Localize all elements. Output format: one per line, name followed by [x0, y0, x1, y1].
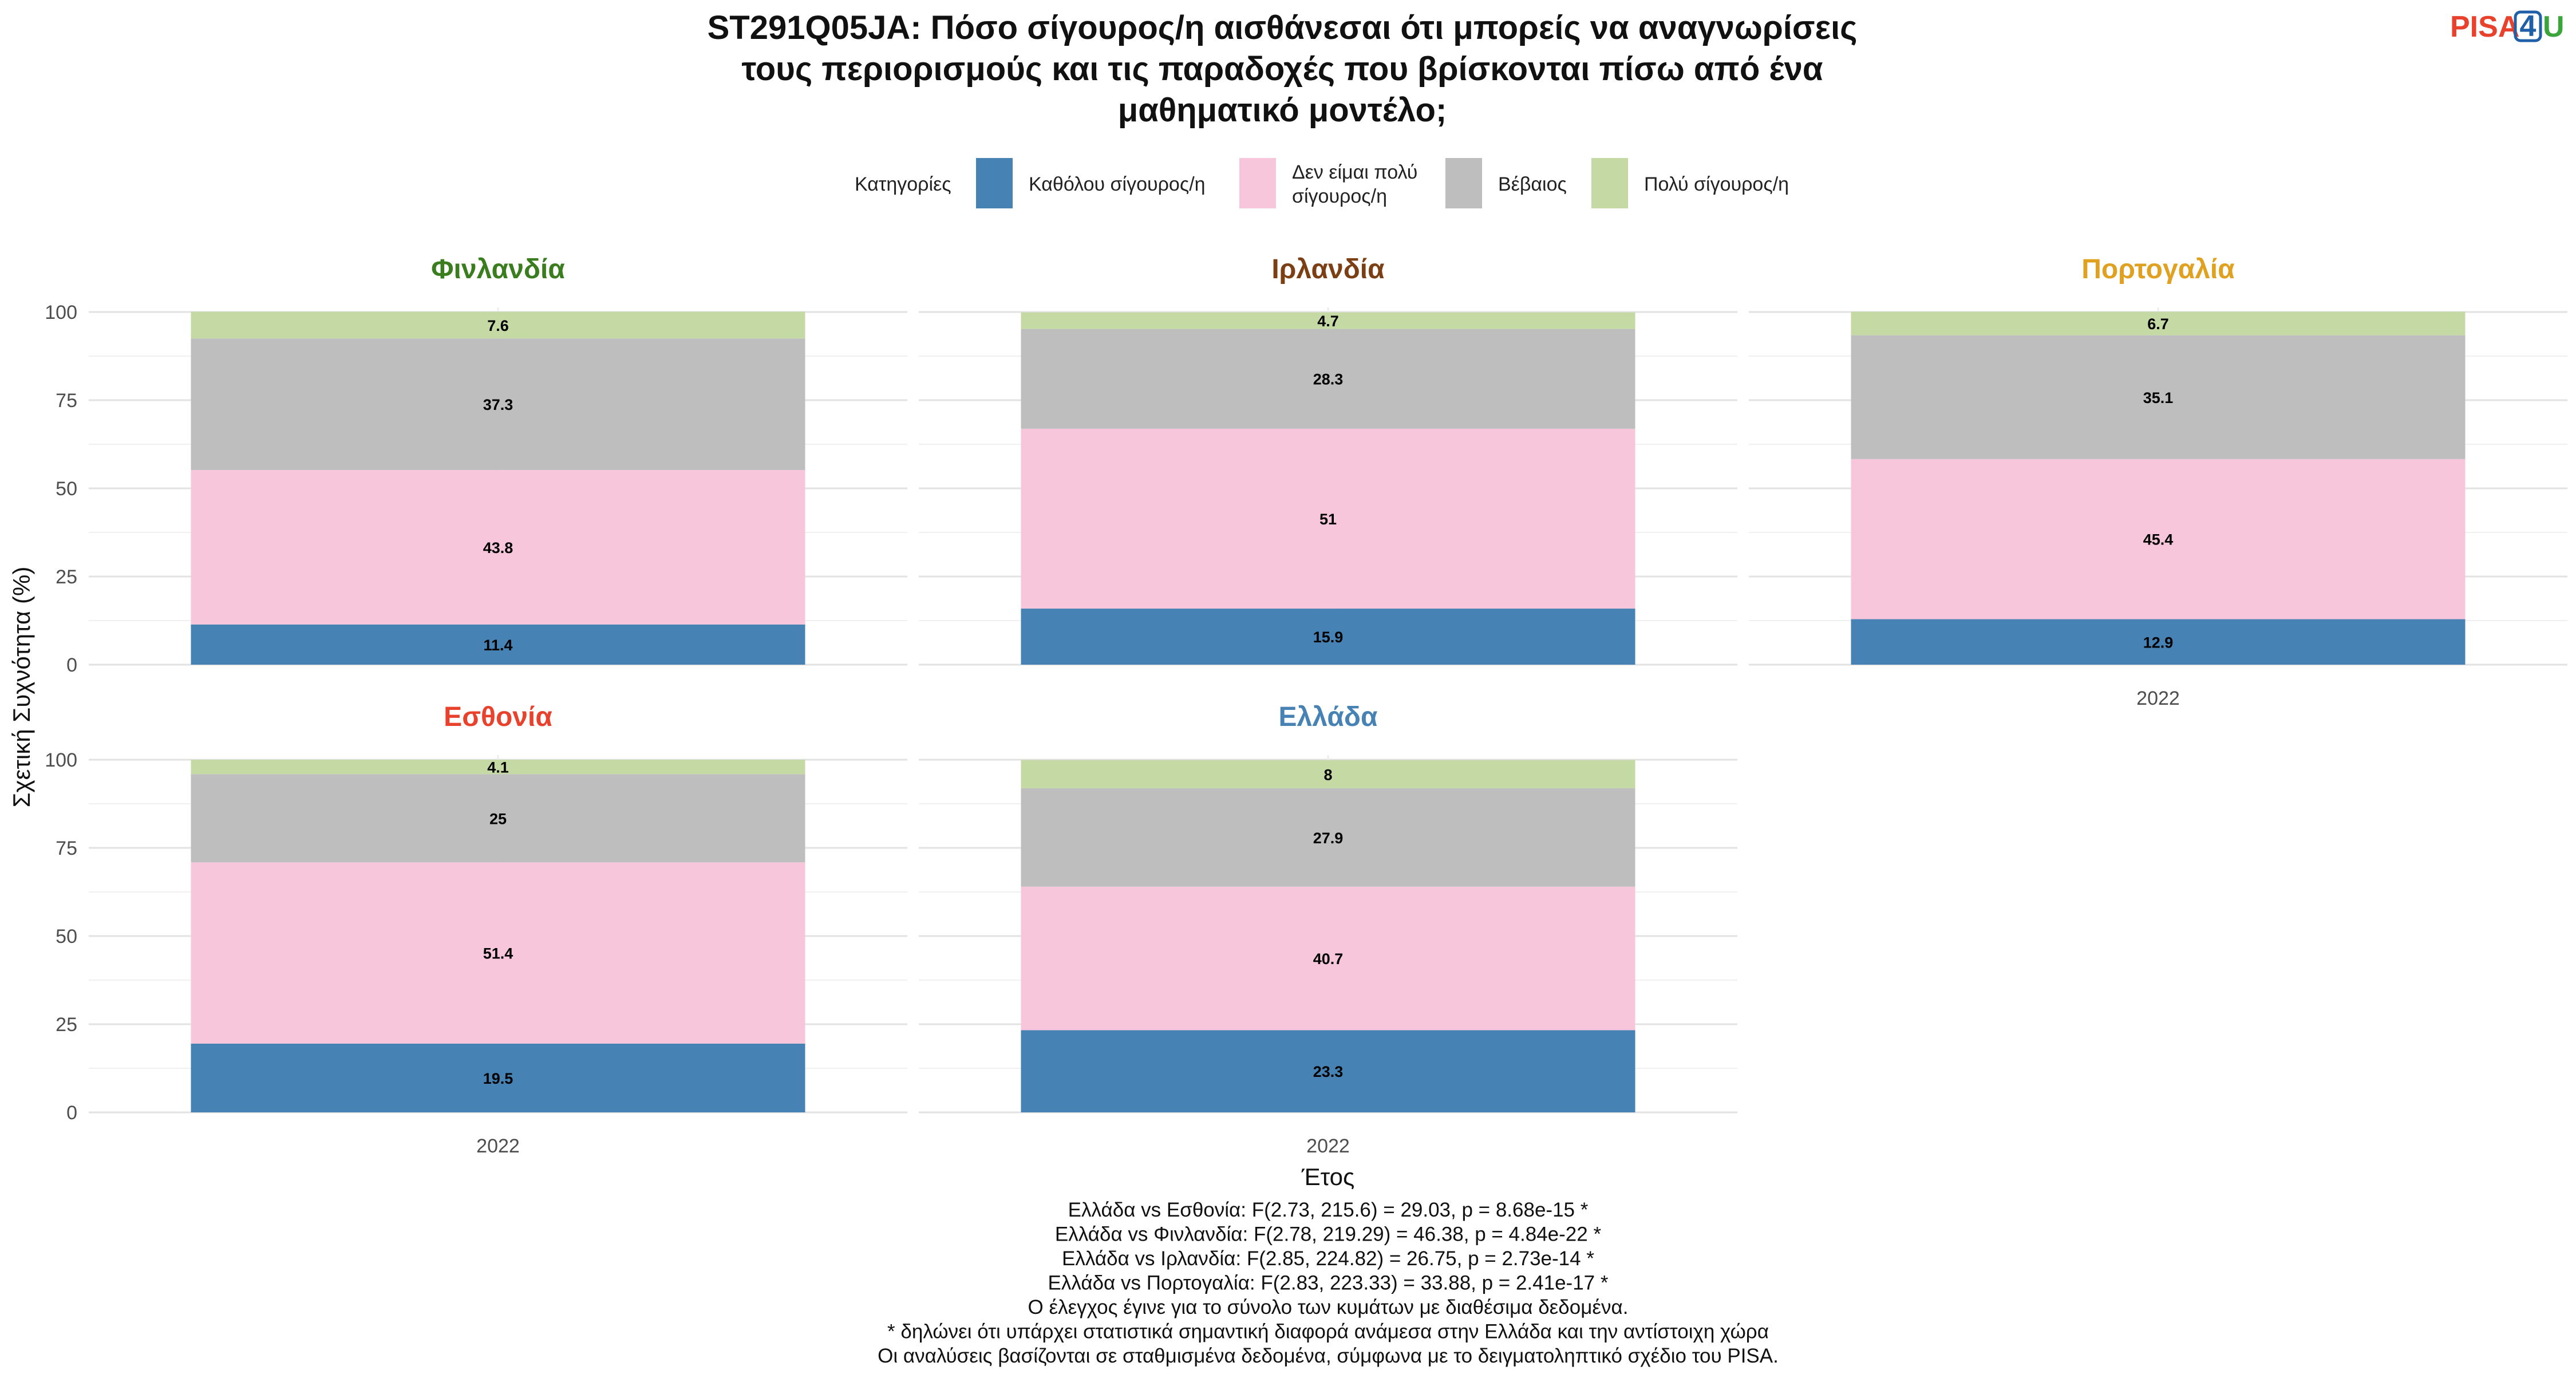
caption-line-2: Ελλάδα vs Φινλανδία: F(2.78, 219.29) = 4…: [1055, 1223, 1602, 1246]
legend-label: Καθόλου σίγουρος/η: [1029, 173, 1206, 195]
pisa4u-logo: PISA 4 U: [2450, 10, 2565, 44]
panel-3: Πορτογαλία 12.9 45.4 35.1 6.7 2022: [1749, 254, 2567, 709]
data-label: 12.9: [2143, 634, 2174, 651]
chart-title-line-2: τους περιορισμούς και τις παραδοχές που …: [741, 50, 1823, 88]
y-tick-label: 0: [66, 654, 77, 676]
bar-segment: [191, 624, 805, 665]
data-label: 51.4: [483, 945, 513, 962]
bar-segment: [1021, 312, 1635, 329]
legend-label: Πολύ σίγουρος/η: [1644, 173, 1789, 195]
panel-2: Ιρλανδία 15.9 51 28.3 4.7: [919, 254, 1737, 666]
panel-1: Φινλανδία 11.4 43.8 37.3 7.6 0 25 50 75 100: [45, 254, 907, 676]
bar-segment: [191, 311, 805, 339]
legend-label: σίγουρος/η: [1292, 185, 1387, 207]
legend-item-1: Καθόλου σίγουρος/η: [976, 158, 1206, 208]
logo-part-4: 4: [2520, 10, 2537, 43]
bar-segment: [191, 338, 805, 470]
caption-line-4: Ελλάδα vs Πορτογαλία: F(2.83, 223.33) = …: [1048, 1272, 1609, 1294]
facet-panels: Φινλανδία 11.4 43.8 37.3 7.6 0 25 50 75 100 Ιρλανδ…: [45, 254, 2567, 1157]
panel-title: Πορτογαλία: [2081, 254, 2235, 285]
y-tick-label: 50: [56, 926, 77, 947]
chart-title: ST291Q05JA: Πόσο σίγουρος/η αισθάνεσαι ό…: [708, 9, 1858, 129]
y-tick-label: 25: [56, 566, 77, 588]
chart-title-line-3: μαθηματικό μοντέλο;: [1118, 92, 1447, 129]
bar-segment: [1021, 1030, 1635, 1112]
x-tick-label: 2022: [2136, 688, 2180, 709]
bar-segment: [1851, 311, 2466, 335]
legend-label: Βέβαιος: [1498, 173, 1567, 195]
bar-segment: [191, 1043, 805, 1112]
x-tick-label: 2022: [476, 1135, 520, 1157]
bar-segment: [191, 774, 805, 863]
caption-line-3: Ελλάδα vs Ιρλανδία: F(2.85, 224.82) = 26…: [1062, 1247, 1594, 1270]
caption: Ελλάδα vs Εσθονία: F(2.73, 215.6) = 29.0…: [878, 1199, 1779, 1367]
data-label: 27.9: [1313, 830, 1344, 847]
data-label: 45.4: [2143, 531, 2174, 548]
data-label: 15.9: [1313, 629, 1344, 646]
logo-part-u: U: [2543, 10, 2565, 44]
data-label: 40.7: [1313, 950, 1344, 968]
legend-label: Δεν είμαι πολύ: [1292, 161, 1417, 183]
data-label: 6.7: [2147, 315, 2169, 333]
bar-segment: [191, 469, 805, 625]
data-label: 11.4: [483, 637, 512, 654]
bar-segment: [1021, 760, 1635, 788]
legend: Κατηγορίες Καθόλου σίγουρος/η Δεν είμαι π…: [855, 158, 1789, 208]
legend-swatch: [976, 158, 1013, 208]
x-tick-label: 2022: [1306, 1135, 1350, 1157]
panel-title: Ελλάδα: [1279, 702, 1378, 732]
legend-item-3: Βέβαιος: [1445, 158, 1567, 208]
caption-line-1: Ελλάδα vs Εσθονία: F(2.73, 215.6) = 29.0…: [1068, 1199, 1589, 1221]
data-label: 23.3: [1313, 1063, 1344, 1080]
bar-segment: [191, 760, 805, 775]
bar-segment: [1021, 609, 1635, 665]
logo-part-pisa: PISA: [2450, 10, 2519, 44]
panel-title: Φινλανδία: [431, 254, 565, 285]
bar-segment: [1851, 619, 2466, 665]
x-axis-title: Έτος: [1301, 1163, 1355, 1190]
data-label: 8: [1323, 766, 1332, 783]
caption-line-6: * δηλώνει ότι υπάρχει στατιστικά σημαντι…: [887, 1321, 1769, 1343]
bar-segment: [1021, 886, 1635, 1030]
panel-5: Ελλάδα 23.3 40.7 27.9 8 2022: [919, 702, 1737, 1157]
legend-swatch: [1445, 158, 1482, 208]
data-label: 4.7: [1317, 313, 1339, 330]
legend-swatch: [1591, 158, 1628, 208]
data-label: 7.6: [487, 317, 509, 334]
y-tick-label: 0: [66, 1102, 77, 1124]
y-tick-label: 75: [56, 838, 77, 859]
panel-4: Εσθονία 19.5 51.4 25 4.1 0 25 50 75 100 2022: [45, 702, 907, 1157]
chart-title-line-1: ST291Q05JA: Πόσο σίγουρος/η αισθάνεσαι ό…: [708, 9, 1858, 46]
data-label: 25: [489, 810, 507, 827]
data-label: 4.1: [487, 759, 509, 776]
panel-title: Ιρλανδία: [1271, 254, 1385, 285]
data-label: 35.1: [2143, 389, 2174, 406]
y-tick-label: 25: [56, 1014, 77, 1036]
bar-segment: [1851, 459, 2466, 619]
logo-badge: [2514, 10, 2542, 42]
y-tick-label: 75: [56, 390, 77, 412]
y-axis-title: Σχετική Συχνότητα (%): [8, 567, 35, 808]
bar-segment: [1021, 428, 1635, 609]
data-label: 37.3: [483, 396, 513, 413]
legend-item-4: Πολύ σίγουρος/η: [1591, 158, 1789, 208]
data-label: 51: [1319, 511, 1337, 528]
panel-title: Εσθονία: [444, 702, 552, 732]
legend-swatch: [1239, 158, 1276, 208]
data-label: 43.8: [483, 539, 513, 556]
caption-line-5: Ο έλεγχος έγινε για το σύνολο των κυμάτω…: [1028, 1296, 1629, 1318]
y-tick-label: 100: [45, 749, 77, 771]
caption-line-7: Οι αναλύσεις βασίζονται σε σταθμισμένα δ…: [878, 1345, 1779, 1367]
legend-title: Κατηγορίες: [855, 173, 951, 195]
y-tick-label: 100: [45, 302, 77, 323]
data-label: 28.3: [1313, 371, 1344, 388]
bar-segment: [191, 862, 805, 1044]
bar-segment: [1021, 329, 1635, 429]
bar-segment: [1851, 335, 2466, 459]
data-label: 19.5: [483, 1070, 513, 1087]
y-tick-label: 50: [56, 478, 77, 500]
bar-segment: [1021, 788, 1635, 887]
